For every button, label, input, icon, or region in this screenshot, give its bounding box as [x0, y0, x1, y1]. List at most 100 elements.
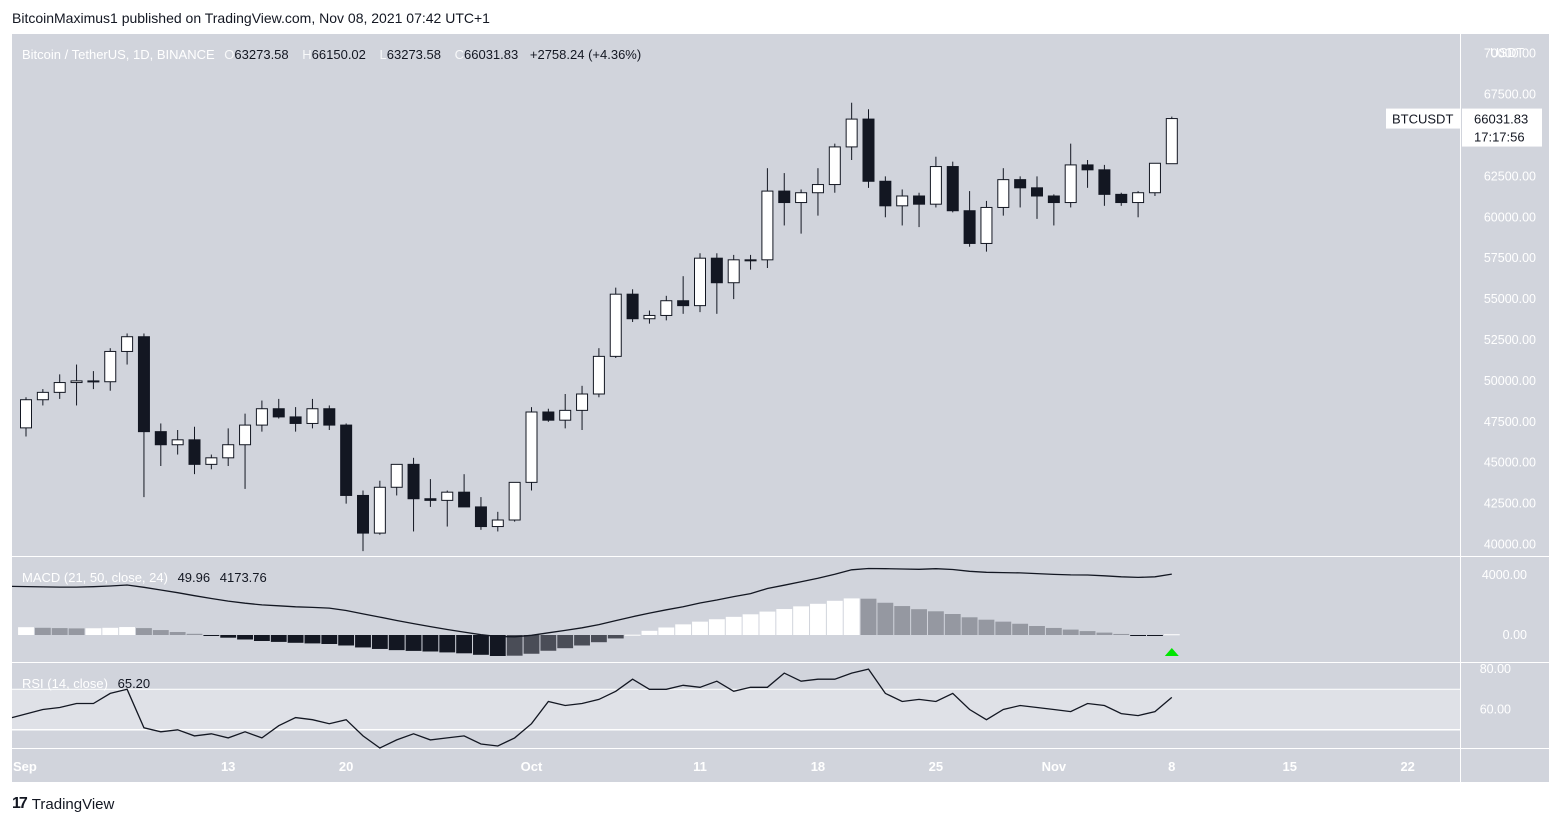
tradingview-footer[interactable]: 17 TradingView — [12, 795, 114, 813]
macd-histogram-bar — [826, 600, 843, 635]
candle-down — [323, 408, 336, 426]
date-tick-label: 22 — [1400, 759, 1414, 774]
macd-histogram-bar — [1130, 635, 1147, 636]
date-tick-label: Sep — [13, 759, 37, 774]
price-tick-label: 40000.00 — [1484, 538, 1536, 552]
candle-down — [272, 408, 285, 418]
macd-histogram-bar — [692, 621, 708, 635]
macd-label: MACD (21, 50, close, 24) — [22, 570, 168, 585]
candle-up — [491, 519, 504, 528]
macd-axis-bg[interactable] — [1461, 557, 1549, 662]
macd-histogram-bar — [169, 632, 186, 635]
ohlc-close-label: C — [455, 47, 464, 62]
candle-up — [70, 380, 83, 384]
candle-down — [1098, 169, 1111, 195]
rsi-axis-bg[interactable] — [1461, 663, 1549, 748]
macd-histogram-bar — [523, 635, 540, 654]
price-tick-label: 62500.00 — [1484, 169, 1536, 183]
macd-histogram-bar — [371, 635, 388, 649]
ohlc-open-value: 63273.58 — [234, 47, 288, 62]
macd-signal-arrow-icon — [1164, 648, 1179, 656]
candle-down — [677, 300, 690, 307]
macd-histogram-bar — [961, 617, 978, 635]
macd-histogram-bar — [877, 602, 894, 635]
date-axis-bg[interactable] — [12, 749, 1460, 782]
candle-up — [828, 146, 841, 186]
rsi-tick-label: 80.00 — [1480, 662, 1511, 676]
macd-histogram-bar — [355, 635, 371, 648]
price-tick-label: 50000.00 — [1484, 374, 1536, 388]
candle-up — [222, 444, 235, 459]
macd-histogram-bar — [995, 621, 1012, 635]
macd-histogram-bar — [911, 609, 927, 635]
rsi-line — [11, 668, 1173, 749]
candle-up — [390, 463, 403, 488]
macd-histogram-bar — [422, 635, 439, 652]
price-tick-label: 52500.00 — [1484, 333, 1536, 347]
candle-down — [188, 439, 201, 465]
macd-histogram-bar — [944, 614, 961, 635]
candle-up — [727, 259, 740, 284]
candle-down — [407, 463, 420, 500]
candle-down — [458, 491, 471, 508]
rsi-label: RSI (14, close) — [22, 676, 108, 691]
macd-histogram-bar — [1029, 626, 1045, 635]
macd-histogram-bar — [641, 630, 658, 635]
candle-up — [997, 179, 1010, 208]
candle-down — [710, 257, 723, 284]
candle-up — [171, 439, 184, 446]
date-tick-label: 15 — [1283, 759, 1297, 774]
candle-down — [778, 190, 791, 204]
candle-down — [1115, 193, 1128, 204]
symbol-label-bg — [1386, 108, 1460, 129]
macd-histogram-bar — [725, 616, 742, 635]
candle-up — [53, 382, 66, 393]
candle-down — [340, 424, 353, 496]
rsi-tick-label: 60.00 — [1480, 703, 1511, 717]
price-tick-label: 45000.00 — [1484, 456, 1536, 470]
candle-up — [744, 259, 757, 262]
candle-down — [1081, 164, 1094, 171]
macd-histogram-bar — [759, 611, 776, 635]
macd-histogram-bar — [793, 606, 810, 635]
candle-up — [104, 350, 117, 383]
candle-up — [694, 257, 706, 307]
date-tick-label: 11 — [693, 759, 707, 774]
candle-up — [441, 491, 454, 501]
macd-line — [11, 567, 1172, 638]
candle-up — [929, 166, 942, 205]
candle-down — [474, 506, 487, 528]
candle-up — [980, 206, 993, 244]
last-price-marker: BTCUSDT 66031.83 17:17:56 — [1386, 108, 1542, 147]
price-tick-label: 55000.00 — [1484, 292, 1536, 306]
macd-histogram-bar — [51, 628, 68, 635]
symbol-label: BTCUSDT — [1392, 112, 1453, 127]
candle-down — [862, 118, 875, 182]
macd-histogram-bar — [85, 628, 102, 635]
macd-histogram-bar — [860, 598, 877, 635]
macd-histogram-bar — [1012, 623, 1029, 635]
candle-down — [87, 380, 100, 383]
candle-up — [660, 300, 673, 316]
candle-up — [592, 355, 605, 395]
candle-up — [239, 424, 252, 446]
price-tick-label: 70000.00 — [1484, 47, 1536, 61]
candle-up — [1165, 118, 1178, 165]
candle-up — [255, 408, 268, 426]
macd-histogram-bar — [810, 603, 826, 635]
macd-histogram-bar — [253, 635, 270, 641]
candle-up — [896, 195, 909, 207]
macd-histogram-bar — [675, 624, 692, 635]
candles-layer — [20, 102, 1178, 552]
ohlc-high-label: H — [302, 47, 311, 62]
date-tick-label: 18 — [811, 759, 825, 774]
macd-histogram-bar — [540, 635, 557, 651]
macd-histogram-bar — [624, 634, 641, 636]
candle-up — [306, 408, 319, 424]
candle-down — [154, 431, 167, 446]
macd-histogram-layer — [18, 598, 1180, 656]
macd-histogram-bar — [843, 598, 860, 635]
macd-axis-ticks: 4000.00 0.00 — [1482, 568, 1527, 642]
macd-histogram-bar — [978, 619, 995, 635]
